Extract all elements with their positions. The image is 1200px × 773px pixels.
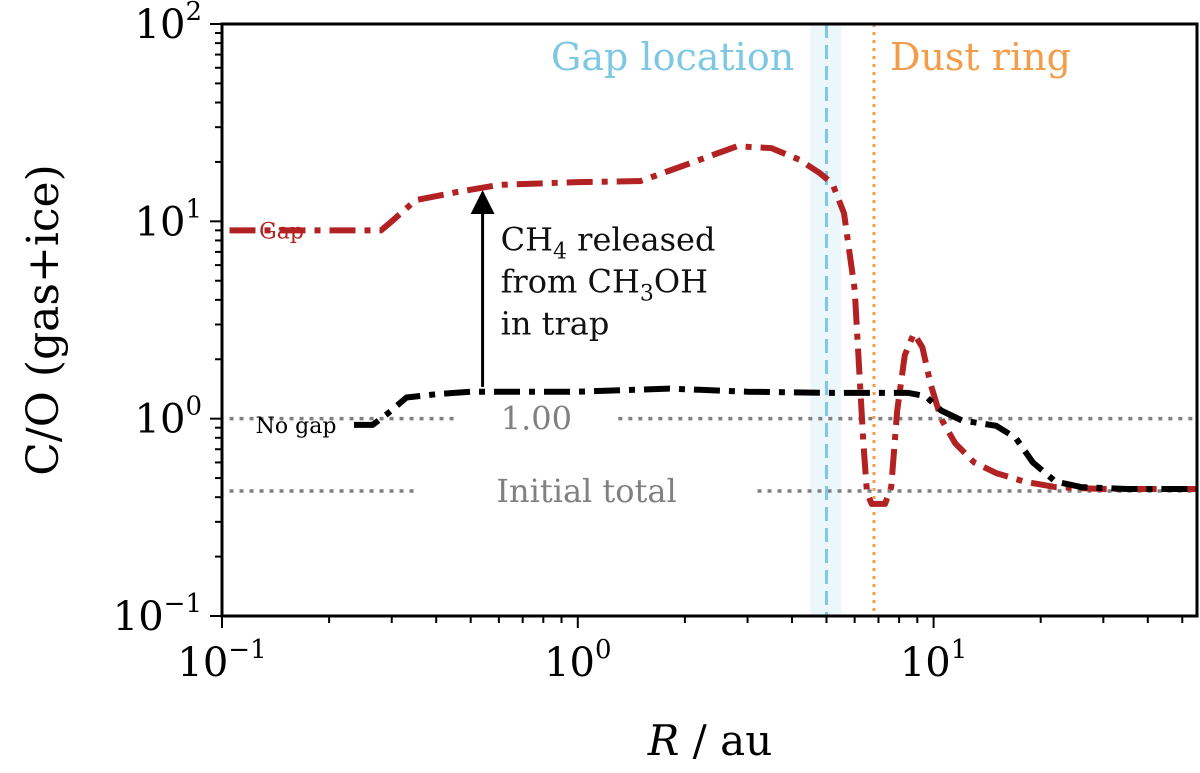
series-label-gap: Gap [259,219,304,244]
x-axis-label: R / au [647,716,773,765]
reference-label-one: 1.00 [501,400,572,438]
x-tick-label: 101 [900,635,967,686]
plot-frame [220,22,1199,618]
annotation-line-2: from CH3OH [501,262,708,306]
dust-ring-label: Dust ring [890,35,1071,79]
series-line-no-gap [354,385,1197,492]
y-axis-label: C/O (gas+ice) [18,164,69,475]
series-label-no-gap: No gap [256,414,337,439]
annotation-line-3: in trap [501,304,610,342]
reference-label-initial-total: Initial total [496,472,676,510]
series-line-gap [229,143,1197,507]
annotation-text: CH4 released from CH3OH in trap [501,220,726,342]
x-tick-label: 10−1 [177,635,266,686]
y-tick-label: 102 [135,0,202,48]
x-tick-label: 100 [544,635,611,686]
gap-location-label: Gap location [551,35,794,79]
y-tick-label: 100 [135,392,202,443]
y-tick-label: 101 [135,194,202,245]
y-tick-label: 10−1 [113,589,202,640]
annotation-line-1: CH4 released [501,220,716,264]
